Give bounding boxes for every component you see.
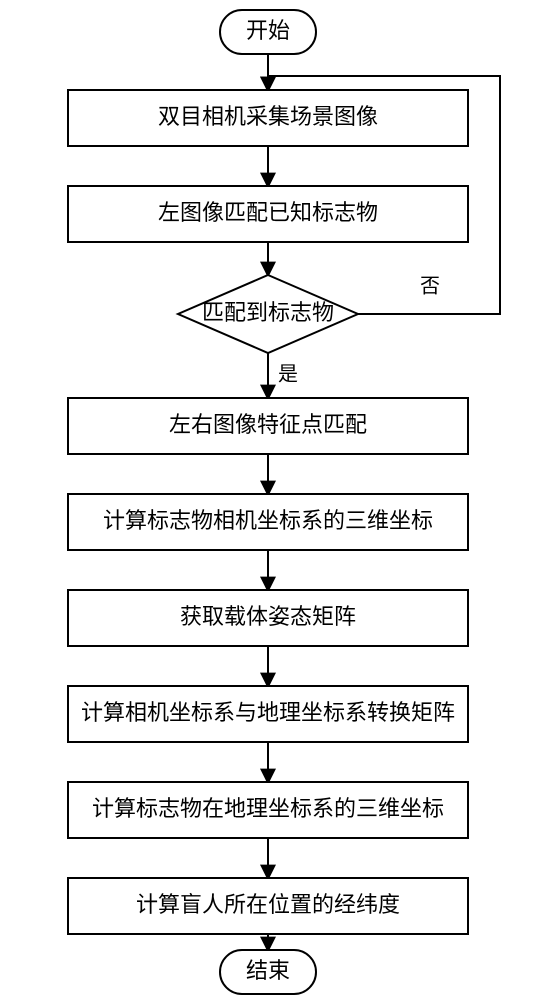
node-n6: 计算相机坐标系与地理坐标系转换矩阵 xyxy=(68,686,468,742)
node-n3: 左右图像特征点匹配 xyxy=(68,398,468,454)
node-dec: 匹配到标志物 xyxy=(178,275,358,353)
branch-label-no: 否 xyxy=(420,276,440,298)
node-label-n6: 计算相机坐标系与地理坐标系转换矩阵 xyxy=(81,700,455,725)
node-label-n1: 双目相机采集场景图像 xyxy=(158,104,378,129)
node-n7: 计算标志物在地理坐标系的三维坐标 xyxy=(68,782,468,838)
node-n8: 计算盲人所在位置的经纬度 xyxy=(68,878,468,934)
node-label-end: 结束 xyxy=(246,958,290,983)
node-n5: 获取载体姿态矩阵 xyxy=(68,590,468,646)
node-n4: 计算标志物相机坐标系的三维坐标 xyxy=(68,494,468,550)
node-label-dec: 匹配到标志物 xyxy=(202,300,334,325)
node-label-n2: 左图像匹配已知标志物 xyxy=(158,200,378,225)
branch-label-yes: 是 xyxy=(278,364,298,386)
node-end: 结束 xyxy=(220,950,316,994)
node-label-n4: 计算标志物相机坐标系的三维坐标 xyxy=(103,508,433,533)
node-n1: 双目相机采集场景图像 xyxy=(68,90,468,146)
node-n2: 左图像匹配已知标志物 xyxy=(68,186,468,242)
node-label-n5: 获取载体姿态矩阵 xyxy=(180,604,356,629)
node-start: 开始 xyxy=(220,10,316,54)
node-label-n8: 计算盲人所在位置的经纬度 xyxy=(136,892,400,917)
node-label-n7: 计算标志物在地理坐标系的三维坐标 xyxy=(92,796,444,821)
node-label-start: 开始 xyxy=(246,18,290,43)
flowchart-canvas: 开始双目相机采集场景图像左图像匹配已知标志物匹配到标志物左右图像特征点匹配计算标… xyxy=(0,0,537,1000)
node-label-n3: 左右图像特征点匹配 xyxy=(169,412,367,437)
